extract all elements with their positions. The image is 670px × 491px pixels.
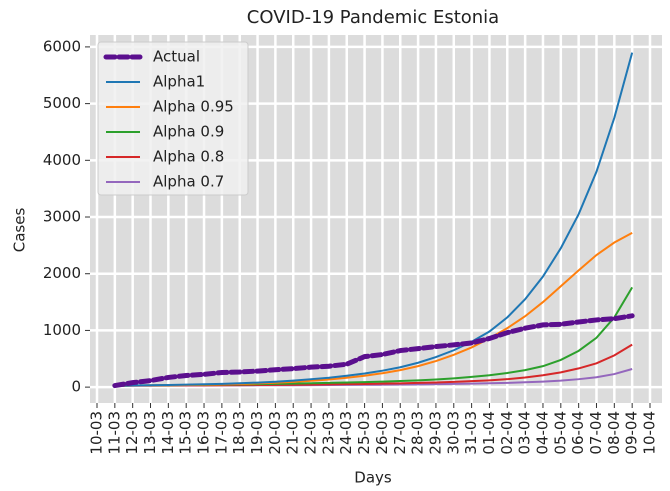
x-tick-label: 01-04	[480, 411, 498, 455]
legend-label: Alpha 0.9	[153, 123, 224, 141]
x-tick-label: 28-03	[409, 411, 427, 455]
x-tick-label: 31-03	[462, 411, 480, 455]
x-tick-label: 19-03	[248, 411, 266, 455]
x-tick-label: 21-03	[284, 411, 302, 455]
series-line	[112, 313, 635, 389]
x-tick-label: 08-04	[605, 411, 623, 455]
x-tick-label: 13-03	[141, 411, 159, 455]
x-tick-label: 04-04	[533, 411, 551, 455]
x-tick-label: 10-04	[641, 411, 659, 455]
x-tick-label: 12-03	[123, 411, 141, 455]
y-tick-label: 1000	[43, 321, 81, 339]
x-tick-label: 16-03	[195, 411, 213, 455]
x-tick-label: 18-03	[230, 411, 248, 455]
legend-label: Alpha 0.8	[153, 148, 224, 166]
x-tick-label: 02-04	[498, 411, 516, 455]
y-tick-label: 4000	[43, 151, 81, 169]
x-tick-label: 24-03	[337, 411, 355, 455]
x-axis-label: Days	[354, 469, 392, 487]
x-tick-label: 26-03	[373, 411, 391, 455]
x-tick-label: 27-03	[391, 411, 409, 455]
x-tick-label: 22-03	[302, 411, 320, 455]
x-tick-label: 11-03	[105, 411, 123, 455]
x-tick-label: 10-03	[88, 411, 106, 455]
legend-label: Alpha 0.95	[153, 98, 234, 116]
x-tick-label: 06-04	[569, 411, 587, 455]
chart-title: COVID-19 Pandemic Estonia	[247, 7, 499, 28]
x-tick-label: 20-03	[266, 411, 284, 455]
legend-label: Alpha 0.7	[153, 173, 224, 191]
x-tick-label: 03-04	[516, 411, 534, 455]
x-tick-label: 15-03	[177, 411, 195, 455]
x-tick-label: 30-03	[444, 411, 462, 455]
legend-label: Actual	[153, 48, 200, 66]
y-tick-label: 0	[71, 378, 81, 396]
y-tick-label: 6000	[43, 37, 81, 55]
y-axis-label: Cases	[11, 208, 29, 253]
x-tick-label: 25-03	[355, 411, 373, 455]
series-line	[114, 52, 634, 387]
x-tick-label: 23-03	[319, 411, 337, 455]
y-tick-label: 3000	[43, 208, 81, 226]
x-tick-label: 14-03	[159, 411, 177, 455]
x-tick-label: 05-04	[551, 411, 569, 455]
legend-label: Alpha1	[153, 73, 205, 91]
y-tick-label: 5000	[43, 94, 81, 112]
x-tick-label: 07-04	[587, 411, 605, 455]
x-tick-label: 29-03	[426, 411, 444, 455]
legend: Actual Alpha1 Alpha 0.95 Alpha 0.9 Alpha 0.8…	[97, 41, 249, 196]
y-tick-label: 2000	[43, 264, 81, 282]
x-tick-label: 17-03	[212, 411, 230, 455]
x-tick-label: 09-04	[623, 411, 641, 455]
